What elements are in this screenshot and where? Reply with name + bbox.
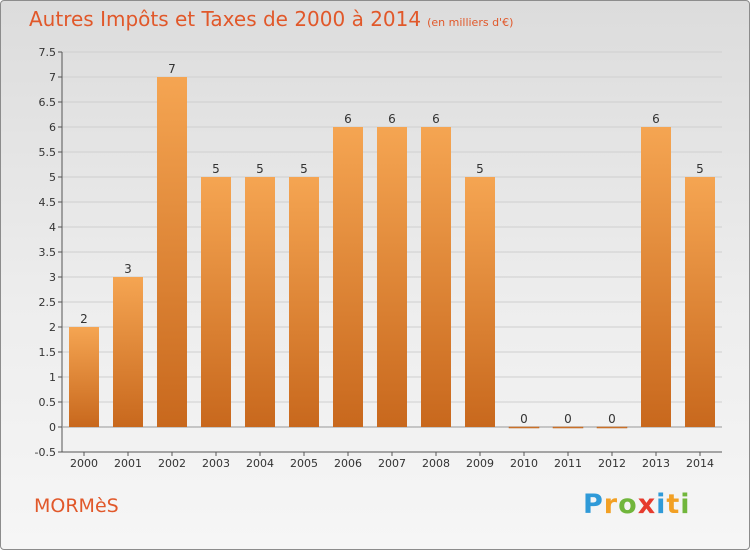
x-tick-label: 2007 [378, 457, 406, 470]
data-label: 6 [344, 112, 352, 126]
x-tick-label: 2002 [158, 457, 186, 470]
y-tick-label: 2.5 [39, 296, 57, 309]
y-tick-label: 5.5 [39, 146, 57, 159]
chart-subtitle: (en milliers d'€) [427, 16, 514, 29]
data-label: 5 [256, 162, 264, 176]
proxiti-logo[interactable]: Proxiti [583, 489, 691, 520]
data-label: 5 [300, 162, 308, 176]
data-label: 0 [564, 412, 572, 426]
data-label: 2 [80, 312, 88, 326]
x-tick-label: 2014 [686, 457, 714, 470]
bar [685, 177, 715, 427]
logo-letter: x [637, 489, 657, 520]
bar [596, 426, 628, 429]
logo-letter: t [666, 489, 681, 520]
x-tick-label: 2010 [510, 457, 538, 470]
y-tick-label: 4 [49, 221, 56, 234]
y-tick-label: 0.5 [39, 396, 57, 409]
bars [69, 77, 715, 429]
data-label: 0 [608, 412, 616, 426]
y-tick-label: 4.5 [39, 196, 57, 209]
logo-letter: i [656, 489, 667, 520]
data-label: 5 [212, 162, 220, 176]
logo-letter: r [603, 489, 619, 520]
x-tick-label: 2008 [422, 457, 450, 470]
data-label: 5 [476, 162, 484, 176]
bar [552, 426, 584, 429]
bar [245, 177, 275, 427]
x-tick-label: 2003 [202, 457, 230, 470]
bar [201, 177, 231, 427]
x-tick-label: 2011 [554, 457, 582, 470]
x-tick-label: 2013 [642, 457, 670, 470]
data-label: 3 [124, 262, 132, 276]
y-tick-label: -0.5 [35, 446, 56, 459]
commune-name: MORMèS [34, 495, 119, 517]
x-tick-label: 2009 [466, 457, 494, 470]
y-tick-label: 2 [49, 321, 56, 334]
axes: -0.500.511.522.533.544.555.566.577.52000… [35, 46, 722, 470]
bar [289, 177, 319, 427]
y-tick-label: 3.5 [39, 246, 57, 259]
x-tick-label: 2004 [246, 457, 274, 470]
y-tick-label: 1.5 [39, 346, 57, 359]
y-tick-label: 6 [49, 121, 56, 134]
y-tick-label: 7.5 [39, 46, 57, 59]
bar [508, 426, 540, 429]
x-tick-label: 2000 [70, 457, 98, 470]
chart-title-text: Autres Impôts et Taxes de 2000 à 2014 [29, 7, 422, 31]
data-label: 5 [696, 162, 704, 176]
bar [69, 327, 99, 427]
x-tick-label: 2012 [598, 457, 626, 470]
data-label: 6 [652, 112, 660, 126]
chart-title: Autres Impôts et Taxes de 2000 à 2014 (en… [29, 7, 513, 31]
data-label: 0 [520, 412, 528, 426]
data-labels: 2 3 7 5 5 5 6 6 6 5 0 0 0 6 5 [80, 62, 704, 426]
logo-letter: P [583, 489, 604, 520]
logo-letter: i [680, 489, 691, 520]
bar [641, 127, 671, 427]
x-tick-label: 2001 [114, 457, 142, 470]
data-label: 7 [168, 62, 176, 76]
bar [113, 277, 143, 427]
x-tick-label: 2005 [290, 457, 318, 470]
y-tick-label: 6.5 [39, 96, 57, 109]
logo-letter: o [618, 489, 638, 520]
data-label: 6 [388, 112, 396, 126]
bar [157, 77, 187, 427]
bar [377, 127, 407, 427]
y-tick-label: 3 [49, 271, 56, 284]
bar [333, 127, 363, 427]
bar [465, 177, 495, 427]
y-tick-label: 0 [49, 421, 56, 434]
y-tick-label: 5 [49, 171, 56, 184]
x-tick-label: 2006 [334, 457, 362, 470]
y-tick-label: 7 [49, 71, 56, 84]
data-label: 6 [432, 112, 440, 126]
y-tick-label: 1 [49, 371, 56, 384]
bar [421, 127, 451, 427]
